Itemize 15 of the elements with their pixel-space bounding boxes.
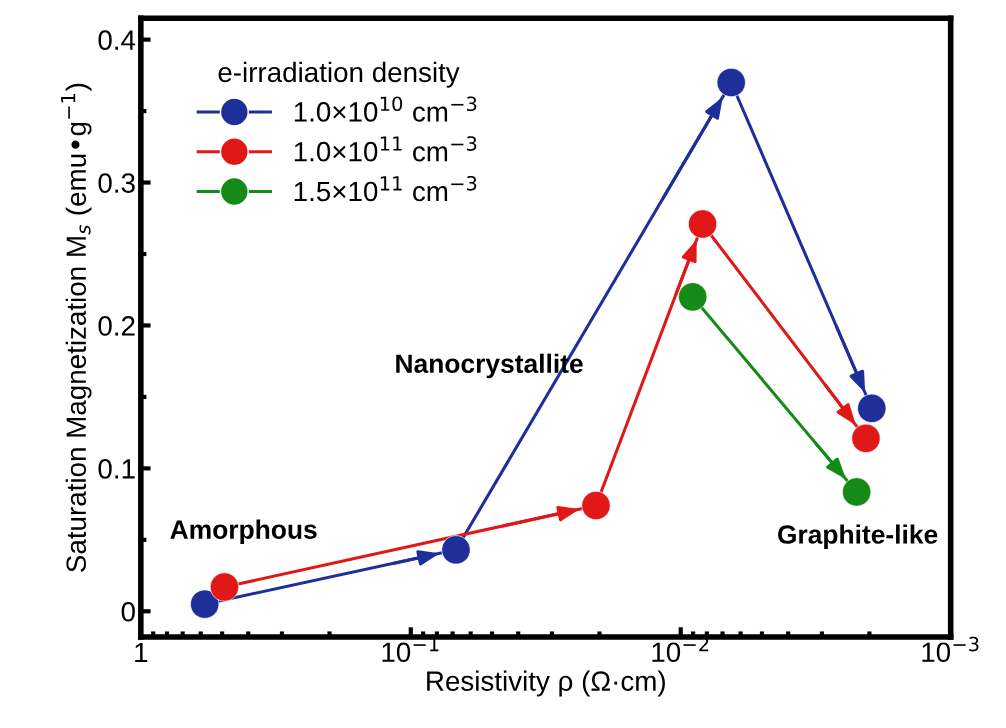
legend-label: 1.0×10$^{10}$ cm$^{−3}$ bbox=[294, 96, 477, 122]
x-tick-label: 1 bbox=[135, 642, 148, 662]
y-tick-label: 0.3 bbox=[98, 173, 135, 193]
y-axis-title: Saturation Magnetization M$_{s}$ (emu•g$^{−1}$) bbox=[60, 83, 92, 572]
annotation: Amorphous bbox=[170, 519, 317, 545]
annotation: Graphite-like bbox=[777, 524, 938, 550]
y-tick-label: 0.2 bbox=[98, 316, 135, 336]
legend-title: e-irradiation density bbox=[218, 61, 460, 88]
x-axis-title: Resistivity ρ (Ω·cm) bbox=[427, 670, 665, 697]
y-tick-label: 0 bbox=[121, 601, 135, 622]
legend-label: 1.5×10$^{11}$ cm$^{−3}$ bbox=[294, 175, 477, 202]
y-tick-label: 0.4 bbox=[98, 30, 136, 50]
x-tick-label: 10$^{−3}$ bbox=[922, 636, 979, 663]
y-tick-label: 0.1 bbox=[98, 459, 135, 479]
legend-label: 1.0×10$^{11}$ cm$^{−3}$ bbox=[294, 136, 477, 162]
